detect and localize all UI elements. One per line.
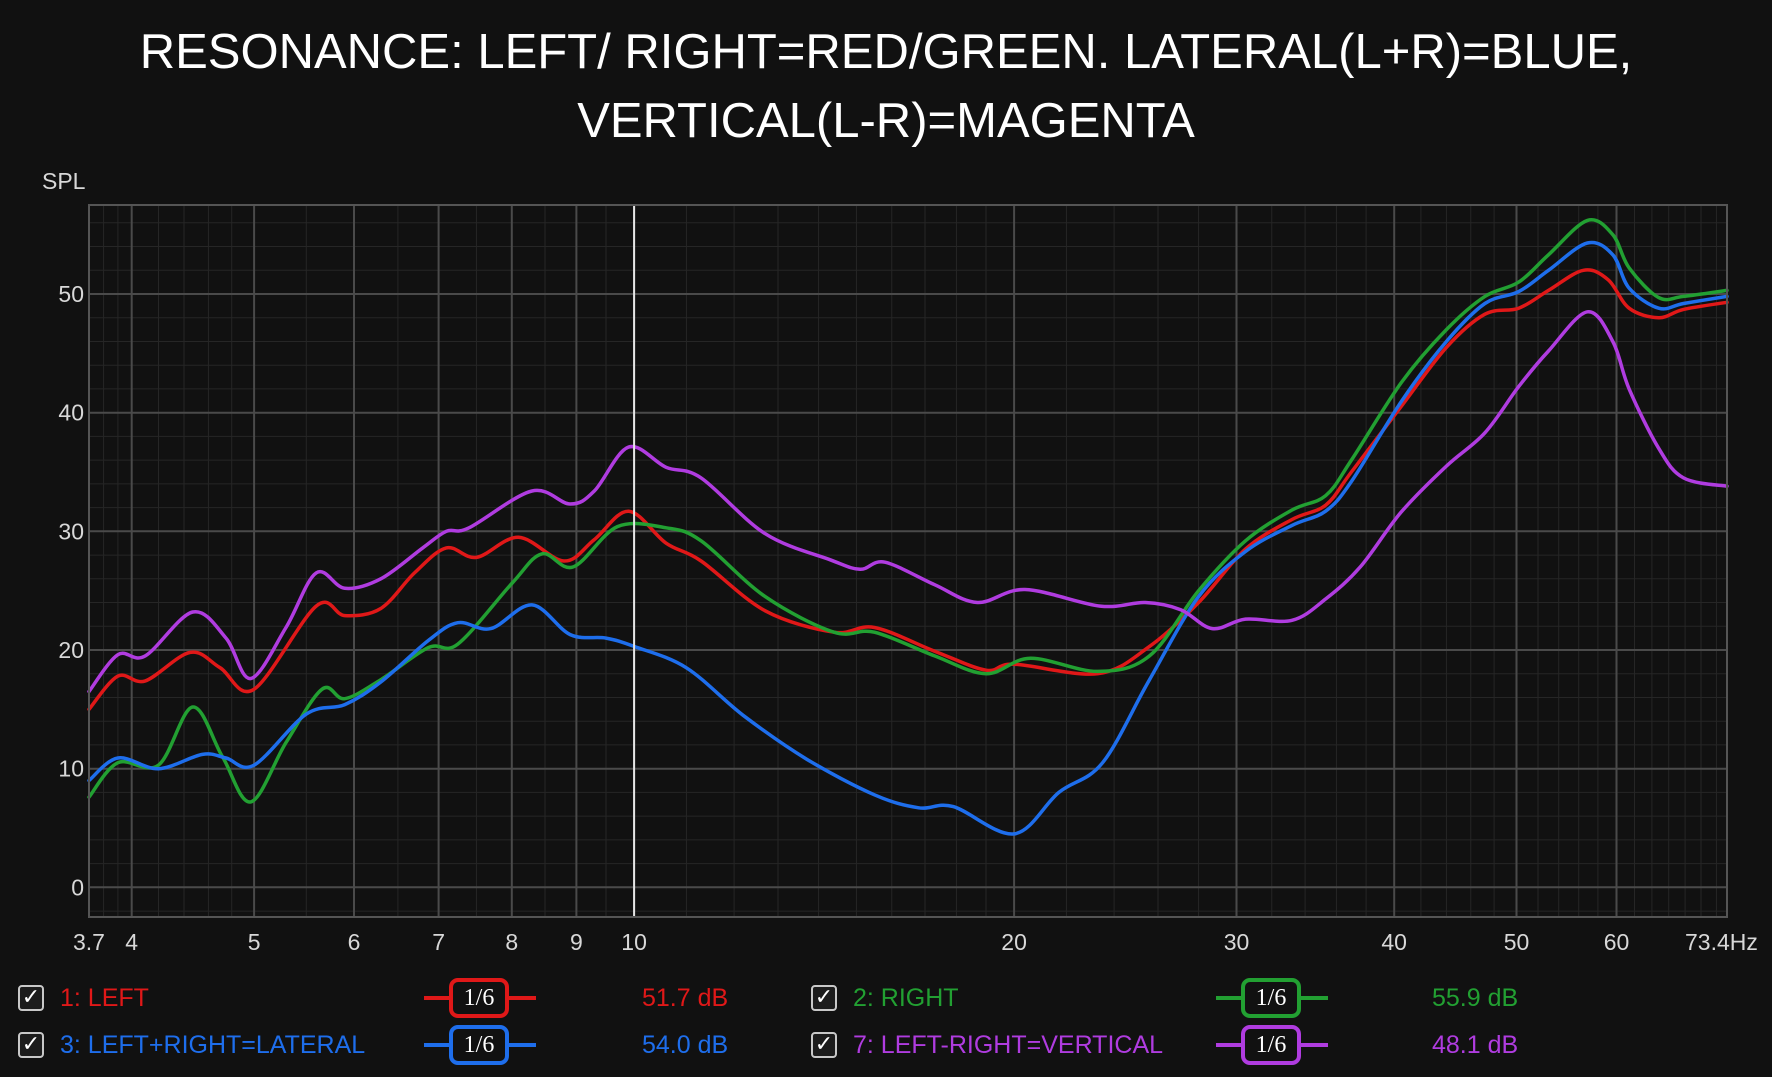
x-tick-label: 4 [125,929,138,955]
series-line-4 [87,310,1729,694]
smoothing-button-lateral[interactable]: 1/6 [449,1025,509,1065]
y-tick-label: 40 [58,400,84,426]
legend-label-vertical: 7: LEFT-RIGHT=VERTICAL [853,1030,1164,1059]
x-tick-label: 73.4Hz [1685,929,1758,955]
series-line-2 [87,218,1729,804]
value-right: 55.9 dB [1432,984,1519,1012]
chart-title-line-2: VERTICAL(L-R)=MAGENTA [577,94,1195,148]
y-tick-label: 50 [58,281,84,307]
smoothing-label-left: 1/6 [463,985,495,1011]
y-axis-label: SPL [42,168,86,194]
y-tick-label: 0 [71,874,84,900]
checkbox-right[interactable]: ✓ [811,985,837,1011]
value-left: 51.7 dB [642,984,729,1012]
legend-item-right: ✓ 2: RIGHT [811,976,959,1020]
checkbox-lateral[interactable]: ✓ [18,1032,44,1058]
x-tick-label: 6 [348,929,361,955]
x-tick-label: 20 [1001,929,1027,955]
tick-layer: 3.7 4 5 6 7 8 9 10 20 30 40 50 60 73.4Hz 0 10 20 30 40 50 [58,281,1757,955]
x-tick-label: 3.7 [73,929,105,955]
smoothing-label-right: 1/6 [1255,985,1287,1011]
legend-item-lateral: ✓ 3: LEFT+RIGHT=LATERAL [18,1023,365,1067]
y-tick-label: 20 [58,637,84,663]
smoothing-button-vertical[interactable]: 1/6 [1241,1025,1301,1065]
smoothing-label-lateral: 1/6 [463,1032,495,1058]
legend-label-lateral: 3: LEFT+RIGHT=LATERAL [60,1030,366,1059]
series-line-1 [87,268,1729,712]
smoothing-button-right[interactable]: 1/6 [1241,978,1301,1018]
legend: ✓ 1: LEFT 1/6 51.7 dB ✓ 2: RIGHT 1/6 55.… [0,976,1772,1076]
smoothing-label-vertical: 1/6 [1255,1032,1287,1058]
value-lateral: 54.0 dB [642,1031,729,1059]
plot-border [88,204,1728,918]
x-tick-label: 8 [505,929,518,955]
checkbox-vertical[interactable]: ✓ [811,1032,837,1058]
x-tick-label: 5 [248,929,261,955]
smoothing-button-left[interactable]: 1/6 [449,978,509,1018]
value-vertical: 48.1 dB [1432,1031,1519,1059]
minor-grid [89,205,1727,917]
checkbox-left[interactable]: ✓ [18,985,44,1011]
major-grid [88,205,1728,917]
y-tick-label: 30 [58,518,84,544]
series-layer [87,218,1729,836]
smoothing-control-vertical[interactable]: 1/6 [1216,1025,1328,1065]
legend-label-right: 2: RIGHT [853,983,959,1012]
x-tick-label: 7 [432,929,445,955]
x-tick-label: 9 [570,929,583,955]
x-tick-label: 50 [1504,929,1530,955]
x-tick-label: 60 [1604,929,1630,955]
resonance-chart: RESONANCE: LEFT/ RIGHT=RED/GREEN. LATERA… [42,25,1758,955]
y-tick-label: 10 [58,756,84,782]
legend-label-left: 1: LEFT [60,983,149,1012]
chart-title-line-1: RESONANCE: LEFT/ RIGHT=RED/GREEN. LATERA… [140,25,1633,79]
legend-item-left: ✓ 1: LEFT [18,976,149,1020]
series-line-3 [87,240,1729,836]
x-tick-label: 30 [1224,929,1250,955]
x-tick-label: 10 [621,929,647,955]
smoothing-control-left[interactable]: 1/6 [424,978,536,1018]
legend-item-vertical: ✓ 7: LEFT-RIGHT=VERTICAL [811,1023,1163,1067]
smoothing-control-right[interactable]: 1/6 [1216,978,1328,1018]
smoothing-control-lateral[interactable]: 1/6 [424,1025,536,1065]
x-tick-label: 40 [1381,929,1407,955]
